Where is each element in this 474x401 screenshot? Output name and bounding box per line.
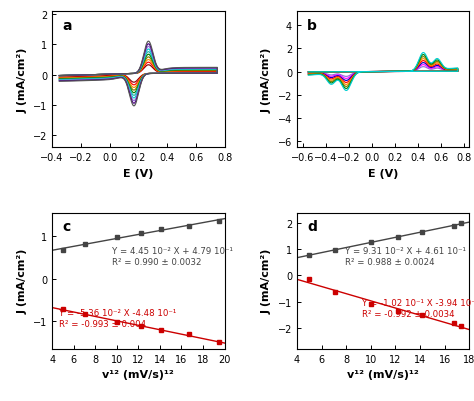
- Text: R² = -0.993 ± 0.004: R² = -0.993 ± 0.004: [59, 319, 146, 328]
- Text: R² = 0.990 ± 0.0032: R² = 0.990 ± 0.0032: [112, 258, 202, 267]
- Text: Y = -1.02 10⁻¹ X -3.94 10⁻¹: Y = -1.02 10⁻¹ X -3.94 10⁻¹: [363, 298, 474, 308]
- Text: c: c: [63, 220, 71, 234]
- Text: Y = 9.31 10⁻² X + 4.61 10⁻¹: Y = 9.31 10⁻² X + 4.61 10⁻¹: [345, 247, 466, 256]
- Y-axis label: J (mA/cm²): J (mA/cm²): [262, 248, 272, 314]
- Text: Y = -5.36 10⁻² X -4.48 10⁻¹: Y = -5.36 10⁻² X -4.48 10⁻¹: [59, 308, 176, 317]
- Text: Y = 4.45 10⁻² X + 4.79 10⁻¹: Y = 4.45 10⁻² X + 4.79 10⁻¹: [112, 247, 234, 256]
- Text: a: a: [63, 19, 72, 33]
- Text: d: d: [307, 220, 317, 234]
- Text: R² = 0.988 ± 0.0024: R² = 0.988 ± 0.0024: [345, 258, 435, 267]
- X-axis label: E (V): E (V): [123, 168, 154, 178]
- Text: b: b: [307, 19, 317, 33]
- Text: R² = -0.992 ± 0.0034: R² = -0.992 ± 0.0034: [363, 309, 455, 318]
- X-axis label: E (V): E (V): [368, 168, 398, 178]
- Y-axis label: J (mA/cm²): J (mA/cm²): [18, 248, 27, 314]
- X-axis label: v¹² (mV/s)¹²: v¹² (mV/s)¹²: [102, 369, 174, 379]
- Y-axis label: J (mA/cm²): J (mA/cm²): [262, 47, 272, 113]
- Y-axis label: J (mA/cm²): J (mA/cm²): [18, 47, 27, 113]
- X-axis label: v¹² (mV/s)¹²: v¹² (mV/s)¹²: [347, 369, 419, 379]
